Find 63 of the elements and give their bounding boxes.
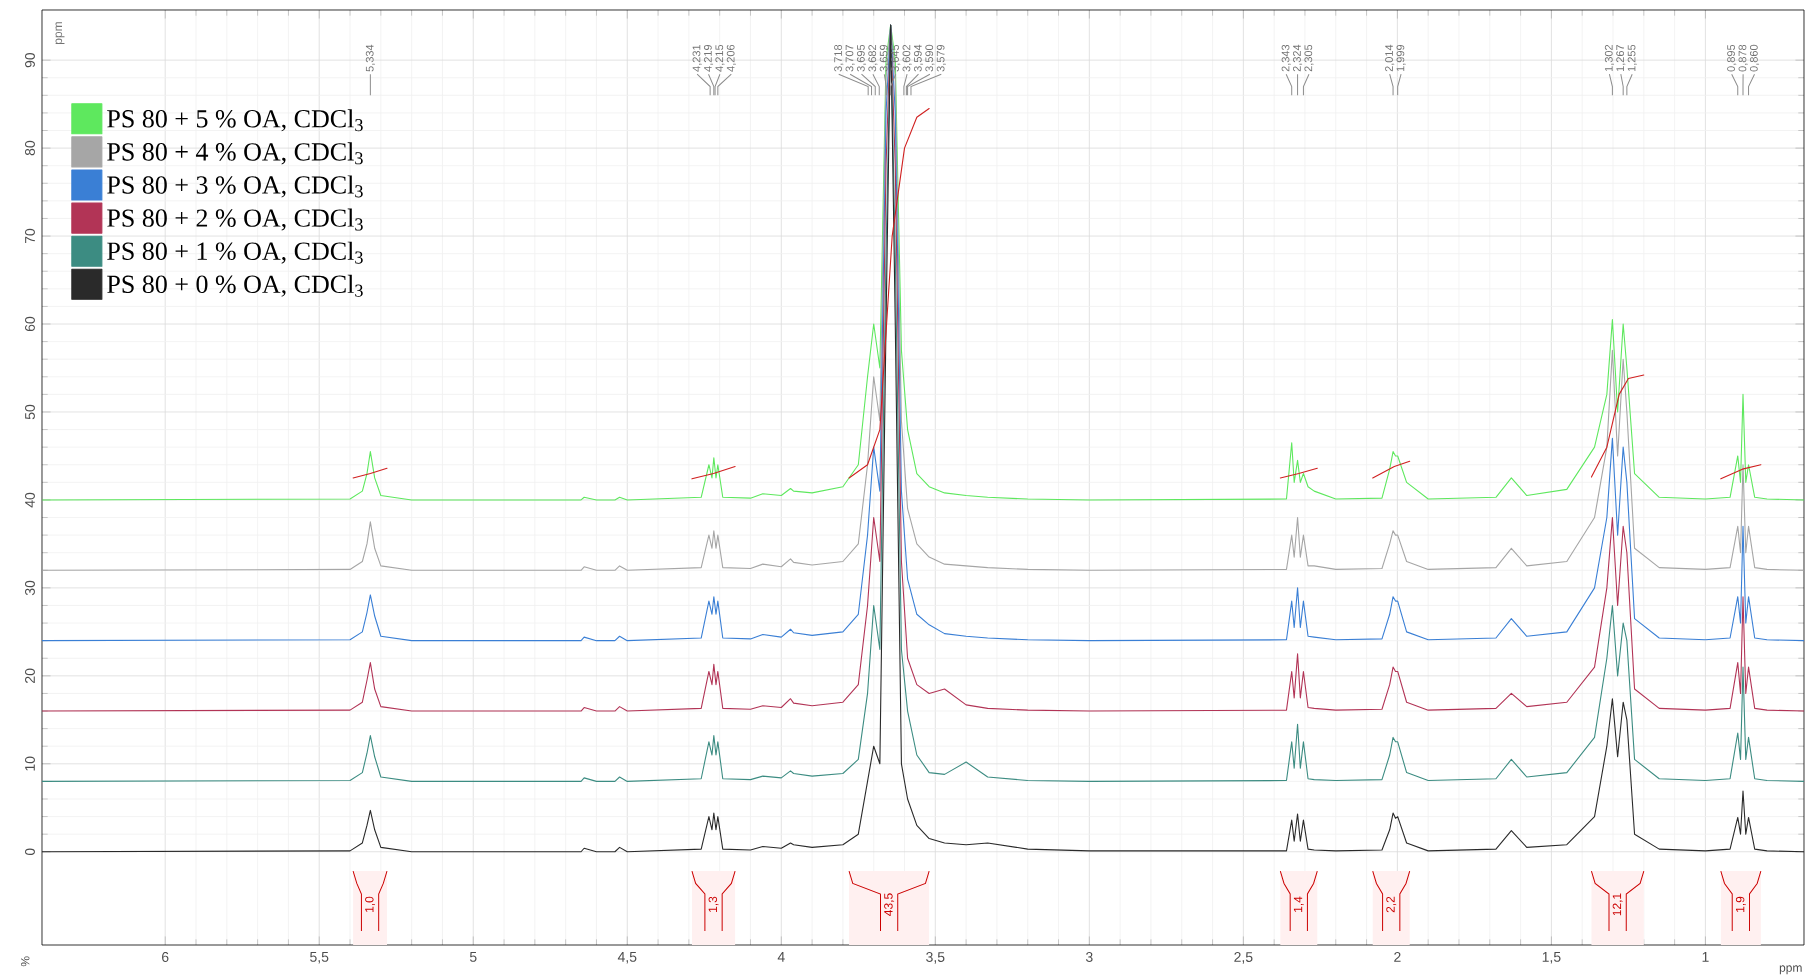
annotation: 3,590 xyxy=(925,44,935,72)
annotation: 1,999 xyxy=(1396,44,1406,72)
band-label: 1,4 xyxy=(1293,896,1304,912)
y-axis-title: % xyxy=(21,956,30,967)
x-tick-label: 5,5 xyxy=(310,952,329,964)
annotation: 2,343 xyxy=(1281,44,1291,72)
annotation: 3,718 xyxy=(834,44,844,72)
annotation: 2,324 xyxy=(1293,44,1303,72)
x-axis-title: ppm xyxy=(1779,965,1802,975)
annotation: 3,682 xyxy=(868,44,878,72)
x-tick-label: 1 xyxy=(1702,952,1709,962)
y-tick-label: 50 xyxy=(25,404,35,420)
annotation: 4,215 xyxy=(715,44,725,72)
x-tick-label: 4,5 xyxy=(617,952,637,964)
annotation: 4,206 xyxy=(726,44,736,72)
annotation: 4,219 xyxy=(703,44,714,72)
annotation: 5,334 xyxy=(365,44,375,72)
legend-label: PS 80 + 5 % OA, CDCl$_{3}$ xyxy=(107,109,363,132)
y-tick-label: 70 xyxy=(25,228,35,244)
annotation: 3,594 xyxy=(913,44,924,72)
band-label: 2,2 xyxy=(1386,896,1397,913)
x-tick-label: 1,5 xyxy=(1542,952,1561,964)
band-label: 1,0 xyxy=(365,896,376,912)
y-tick-label: 10 xyxy=(25,756,35,771)
y-tick-label: 80 xyxy=(25,140,35,156)
annotation: 3,659 xyxy=(879,44,889,72)
band-label: 1,3 xyxy=(708,896,719,912)
y-tick-label: 0 xyxy=(25,848,35,856)
legend-label: PS 80 + 0 % OA, CDCl$_{3}$ xyxy=(107,274,363,297)
annotation: 0,860 xyxy=(1749,44,1760,72)
annotation: 1,302 xyxy=(1604,44,1614,72)
annotation: 1,267 xyxy=(1616,44,1626,72)
legend-label: PS 80 + 1 % OA, CDCl$_{3}$ xyxy=(107,241,363,264)
x-tick-label: 4 xyxy=(777,952,785,962)
legend-label: PS 80 + 4 % OA, CDCl$_{3}$ xyxy=(107,142,363,165)
band-label: 43,5 xyxy=(884,893,895,916)
band-label: 1,9 xyxy=(1735,896,1746,912)
band-label: 12,1 xyxy=(1612,893,1623,916)
annotation: 3,645 xyxy=(891,44,901,72)
y-tick-label: 20 xyxy=(25,668,35,683)
y-tick-label: 60 xyxy=(25,316,35,332)
annotation: 0,878 xyxy=(1738,44,1748,72)
x-tick-label: 3 xyxy=(1085,952,1093,962)
y-tick-label: 90 xyxy=(25,52,35,68)
x-tick-label: 2,5 xyxy=(1234,952,1253,964)
legend-label: PS 80 + 3 % OA, CDCl$_{3}$ xyxy=(107,175,363,198)
x-tick-label: 5 xyxy=(469,952,477,962)
annotation: 2,305 xyxy=(1304,44,1314,72)
annotation: 3,695 xyxy=(856,44,867,72)
annotation: 3,579 xyxy=(936,44,946,72)
x-tick-label: 2 xyxy=(1394,952,1401,962)
legend-label: PS 80 + 2 % OA, CDCl$_{3}$ xyxy=(107,208,363,231)
annotation: 1,255 xyxy=(1627,44,1637,72)
annotation: 3,707 xyxy=(845,44,855,72)
annotation: 3,602 xyxy=(902,44,912,72)
annotation: ppm xyxy=(55,22,65,44)
y-tick-label: 30 xyxy=(25,580,35,596)
x-tick-label: 3,5 xyxy=(926,952,945,964)
y-tick-label: 40 xyxy=(25,492,35,508)
annotation: 2,014 xyxy=(1385,44,1395,72)
annotation: 4,231 xyxy=(692,44,702,72)
x-tick-label: 6 xyxy=(162,952,169,962)
annotation: 0,895 xyxy=(1727,44,1737,72)
